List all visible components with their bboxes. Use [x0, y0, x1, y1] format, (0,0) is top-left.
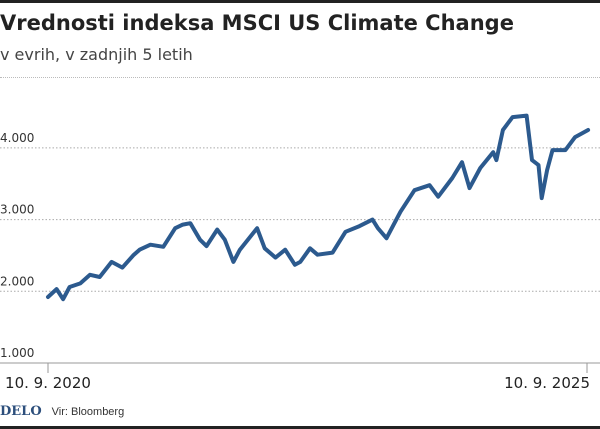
chart-subtitle: v evrih, v zadnjih 5 letih: [0, 45, 193, 64]
y-tick-label: 4.000: [0, 131, 34, 145]
delo-logo: DELO: [0, 404, 42, 419]
header-divider: [0, 77, 600, 78]
source-label: Vir: Bloomberg: [51, 406, 125, 418]
y-tick-label: 3.000: [0, 203, 34, 217]
x-tick-label: 10. 9. 2025: [504, 374, 590, 392]
y-tick-label: 2.000: [0, 274, 34, 288]
series-line-msci-us-climate-change: [46, 113, 591, 302]
bottom-border: [0, 426, 600, 429]
top-border: [0, 0, 600, 3]
x-tick-label: 10. 9. 2020: [5, 374, 91, 392]
y-tick-label: 1.000: [0, 346, 34, 360]
chart-title: Vrednosti indeksa MSCI US Climate Change: [0, 11, 514, 35]
footer: DELO Vir: Bloomberg: [0, 404, 124, 419]
